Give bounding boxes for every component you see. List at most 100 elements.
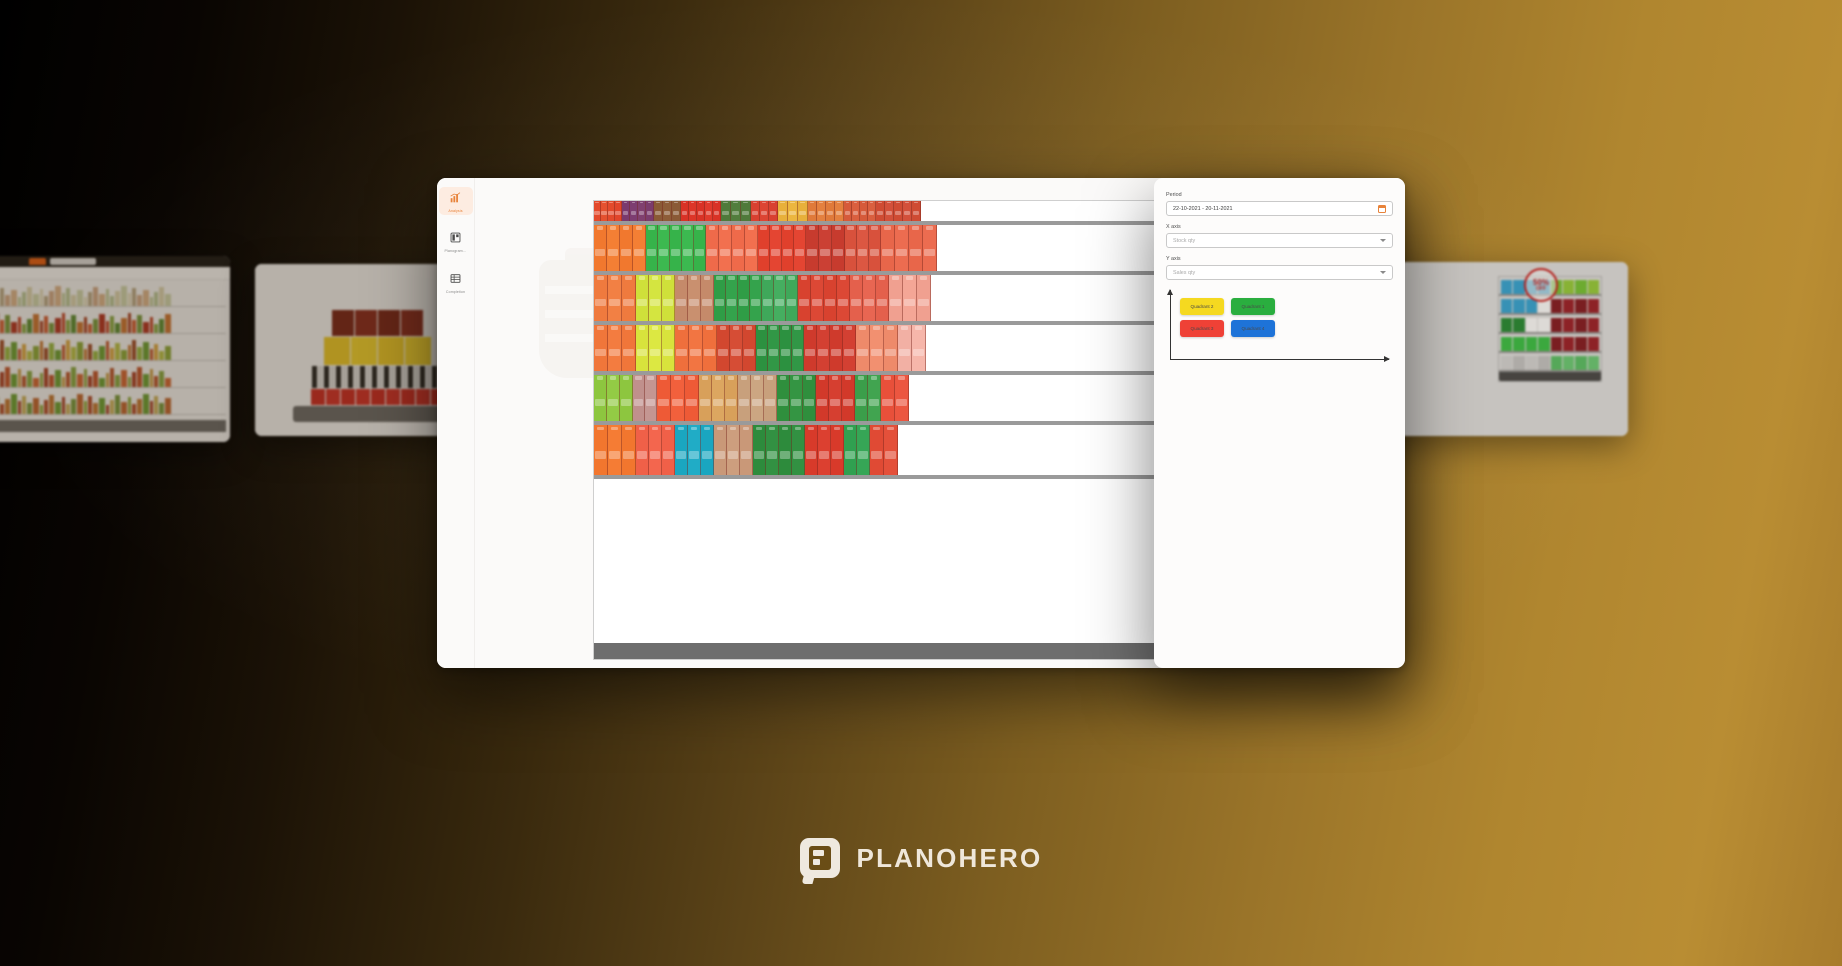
product-facing[interactable] — [903, 275, 917, 321]
product-facing[interactable] — [766, 425, 779, 475]
product-facing[interactable] — [732, 225, 745, 271]
product-facing[interactable] — [662, 325, 675, 371]
product-facing[interactable] — [670, 225, 682, 271]
product-facing[interactable] — [758, 225, 770, 271]
product-facing[interactable] — [868, 201, 876, 221]
product-facing[interactable] — [719, 225, 732, 271]
product-facing[interactable] — [769, 201, 778, 221]
product-facing[interactable] — [741, 201, 751, 221]
product-facing[interactable] — [681, 201, 689, 221]
product-facing[interactable] — [885, 201, 894, 221]
product-facing[interactable] — [898, 325, 912, 371]
main-application-window[interactable]: Analysis Planogram… Compl — [437, 178, 1405, 668]
product-facing[interactable] — [717, 325, 730, 371]
shelf-row[interactable]: 3 — [594, 325, 1405, 375]
product-facing[interactable] — [762, 275, 774, 321]
product-facing[interactable] — [909, 225, 923, 271]
product-facing[interactable] — [805, 425, 818, 475]
product-facing[interactable] — [615, 201, 622, 221]
product-facing[interactable] — [868, 375, 881, 421]
product-facing[interactable] — [881, 375, 895, 421]
product-facing[interactable] — [895, 375, 909, 421]
product-facing[interactable] — [845, 225, 857, 271]
product-facing[interactable] — [751, 375, 764, 421]
product-facing[interactable] — [876, 201, 885, 221]
product-facing[interactable] — [608, 275, 622, 321]
shelf-row[interactable]: 2 — [594, 375, 1405, 425]
product-facing[interactable] — [594, 325, 608, 371]
product-facing[interactable] — [675, 325, 689, 371]
product-facing[interactable] — [803, 375, 816, 421]
product-facing[interactable] — [738, 275, 750, 321]
product-facing[interactable] — [671, 375, 685, 421]
product-facing[interactable] — [658, 225, 670, 271]
product-facing[interactable] — [794, 225, 806, 271]
product-facing[interactable] — [714, 275, 726, 321]
product-facing[interactable] — [675, 275, 688, 321]
product-facing[interactable] — [726, 275, 738, 321]
product-facing[interactable] — [881, 225, 895, 271]
product-facing[interactable] — [804, 325, 817, 371]
sidebar-item-planogram[interactable]: Planogram… — [439, 227, 473, 255]
product-facing[interactable] — [622, 201, 630, 221]
product-facing[interactable] — [876, 275, 889, 321]
product-facing[interactable] — [594, 425, 608, 475]
product-facing[interactable] — [753, 425, 766, 475]
product-facing[interactable] — [703, 325, 717, 371]
product-facing[interactable] — [779, 425, 792, 475]
product-facing[interactable] — [594, 275, 608, 321]
product-facing[interactable] — [662, 425, 675, 475]
chevron-down-icon[interactable] — [1380, 239, 1386, 242]
product-facing[interactable] — [855, 375, 868, 421]
chevron-down-icon[interactable] — [1380, 271, 1386, 274]
product-facing[interactable] — [727, 425, 740, 475]
product-facing[interactable] — [852, 201, 860, 221]
product-facing[interactable] — [826, 201, 835, 221]
product-facing[interactable] — [816, 375, 829, 421]
product-facing[interactable] — [743, 325, 756, 371]
product-facing[interactable] — [608, 201, 615, 221]
sidebar-item-analysis[interactable]: Analysis — [438, 187, 473, 216]
product-facing[interactable] — [830, 325, 843, 371]
product-facing[interactable] — [699, 375, 712, 421]
quadrant-legend[interactable]: Quadrant 2 Quadrant 1 Quadrant 3 Quadrant 4 — [1180, 298, 1275, 337]
product-facing[interactable] — [824, 275, 837, 321]
thumb-planogram-left[interactable] — [0, 256, 230, 442]
product-facing[interactable] — [638, 201, 646, 221]
product-facing[interactable] — [705, 201, 713, 221]
product-facing[interactable] — [633, 375, 645, 421]
product-facing[interactable] — [768, 325, 780, 371]
product-facing[interactable] — [870, 425, 884, 475]
app-sidebar[interactable]: Analysis Planogram… Compl — [437, 178, 475, 668]
product-facing[interactable] — [835, 201, 844, 221]
product-facing[interactable] — [832, 225, 845, 271]
product-facing[interactable] — [917, 275, 931, 321]
product-facing[interactable] — [760, 201, 769, 221]
product-facing[interactable] — [817, 325, 830, 371]
product-facing[interactable] — [663, 201, 672, 221]
product-facing[interactable] — [607, 225, 620, 271]
product-facing[interactable] — [697, 201, 705, 221]
analysis-settings-panel[interactable]: Period 22-10-2021 - 20-11-2021 X axis St… — [1154, 178, 1405, 668]
product-facing[interactable] — [675, 425, 688, 475]
product-facing[interactable] — [594, 375, 607, 421]
product-facing[interactable] — [649, 325, 662, 371]
product-facing[interactable] — [622, 325, 636, 371]
product-facing[interactable] — [712, 375, 725, 421]
product-facing[interactable] — [837, 275, 850, 321]
product-facing[interactable] — [780, 325, 792, 371]
shelf-row[interactable]: 1 — [594, 425, 1405, 479]
product-facing[interactable] — [645, 375, 657, 421]
product-facing[interactable] — [646, 201, 654, 221]
product-facing[interactable] — [831, 425, 844, 475]
product-facing[interactable] — [786, 275, 798, 321]
x-axis-select[interactable]: Stock qty — [1166, 233, 1393, 248]
product-facing[interactable] — [798, 275, 811, 321]
product-facing[interactable] — [706, 225, 719, 271]
product-facing[interactable] — [721, 201, 731, 221]
sidebar-item-completion[interactable]: Completion — [439, 268, 473, 296]
product-facing[interactable] — [714, 425, 727, 475]
product-facing[interactable] — [870, 325, 884, 371]
product-facing[interactable] — [620, 375, 633, 421]
product-facing[interactable] — [778, 201, 788, 221]
